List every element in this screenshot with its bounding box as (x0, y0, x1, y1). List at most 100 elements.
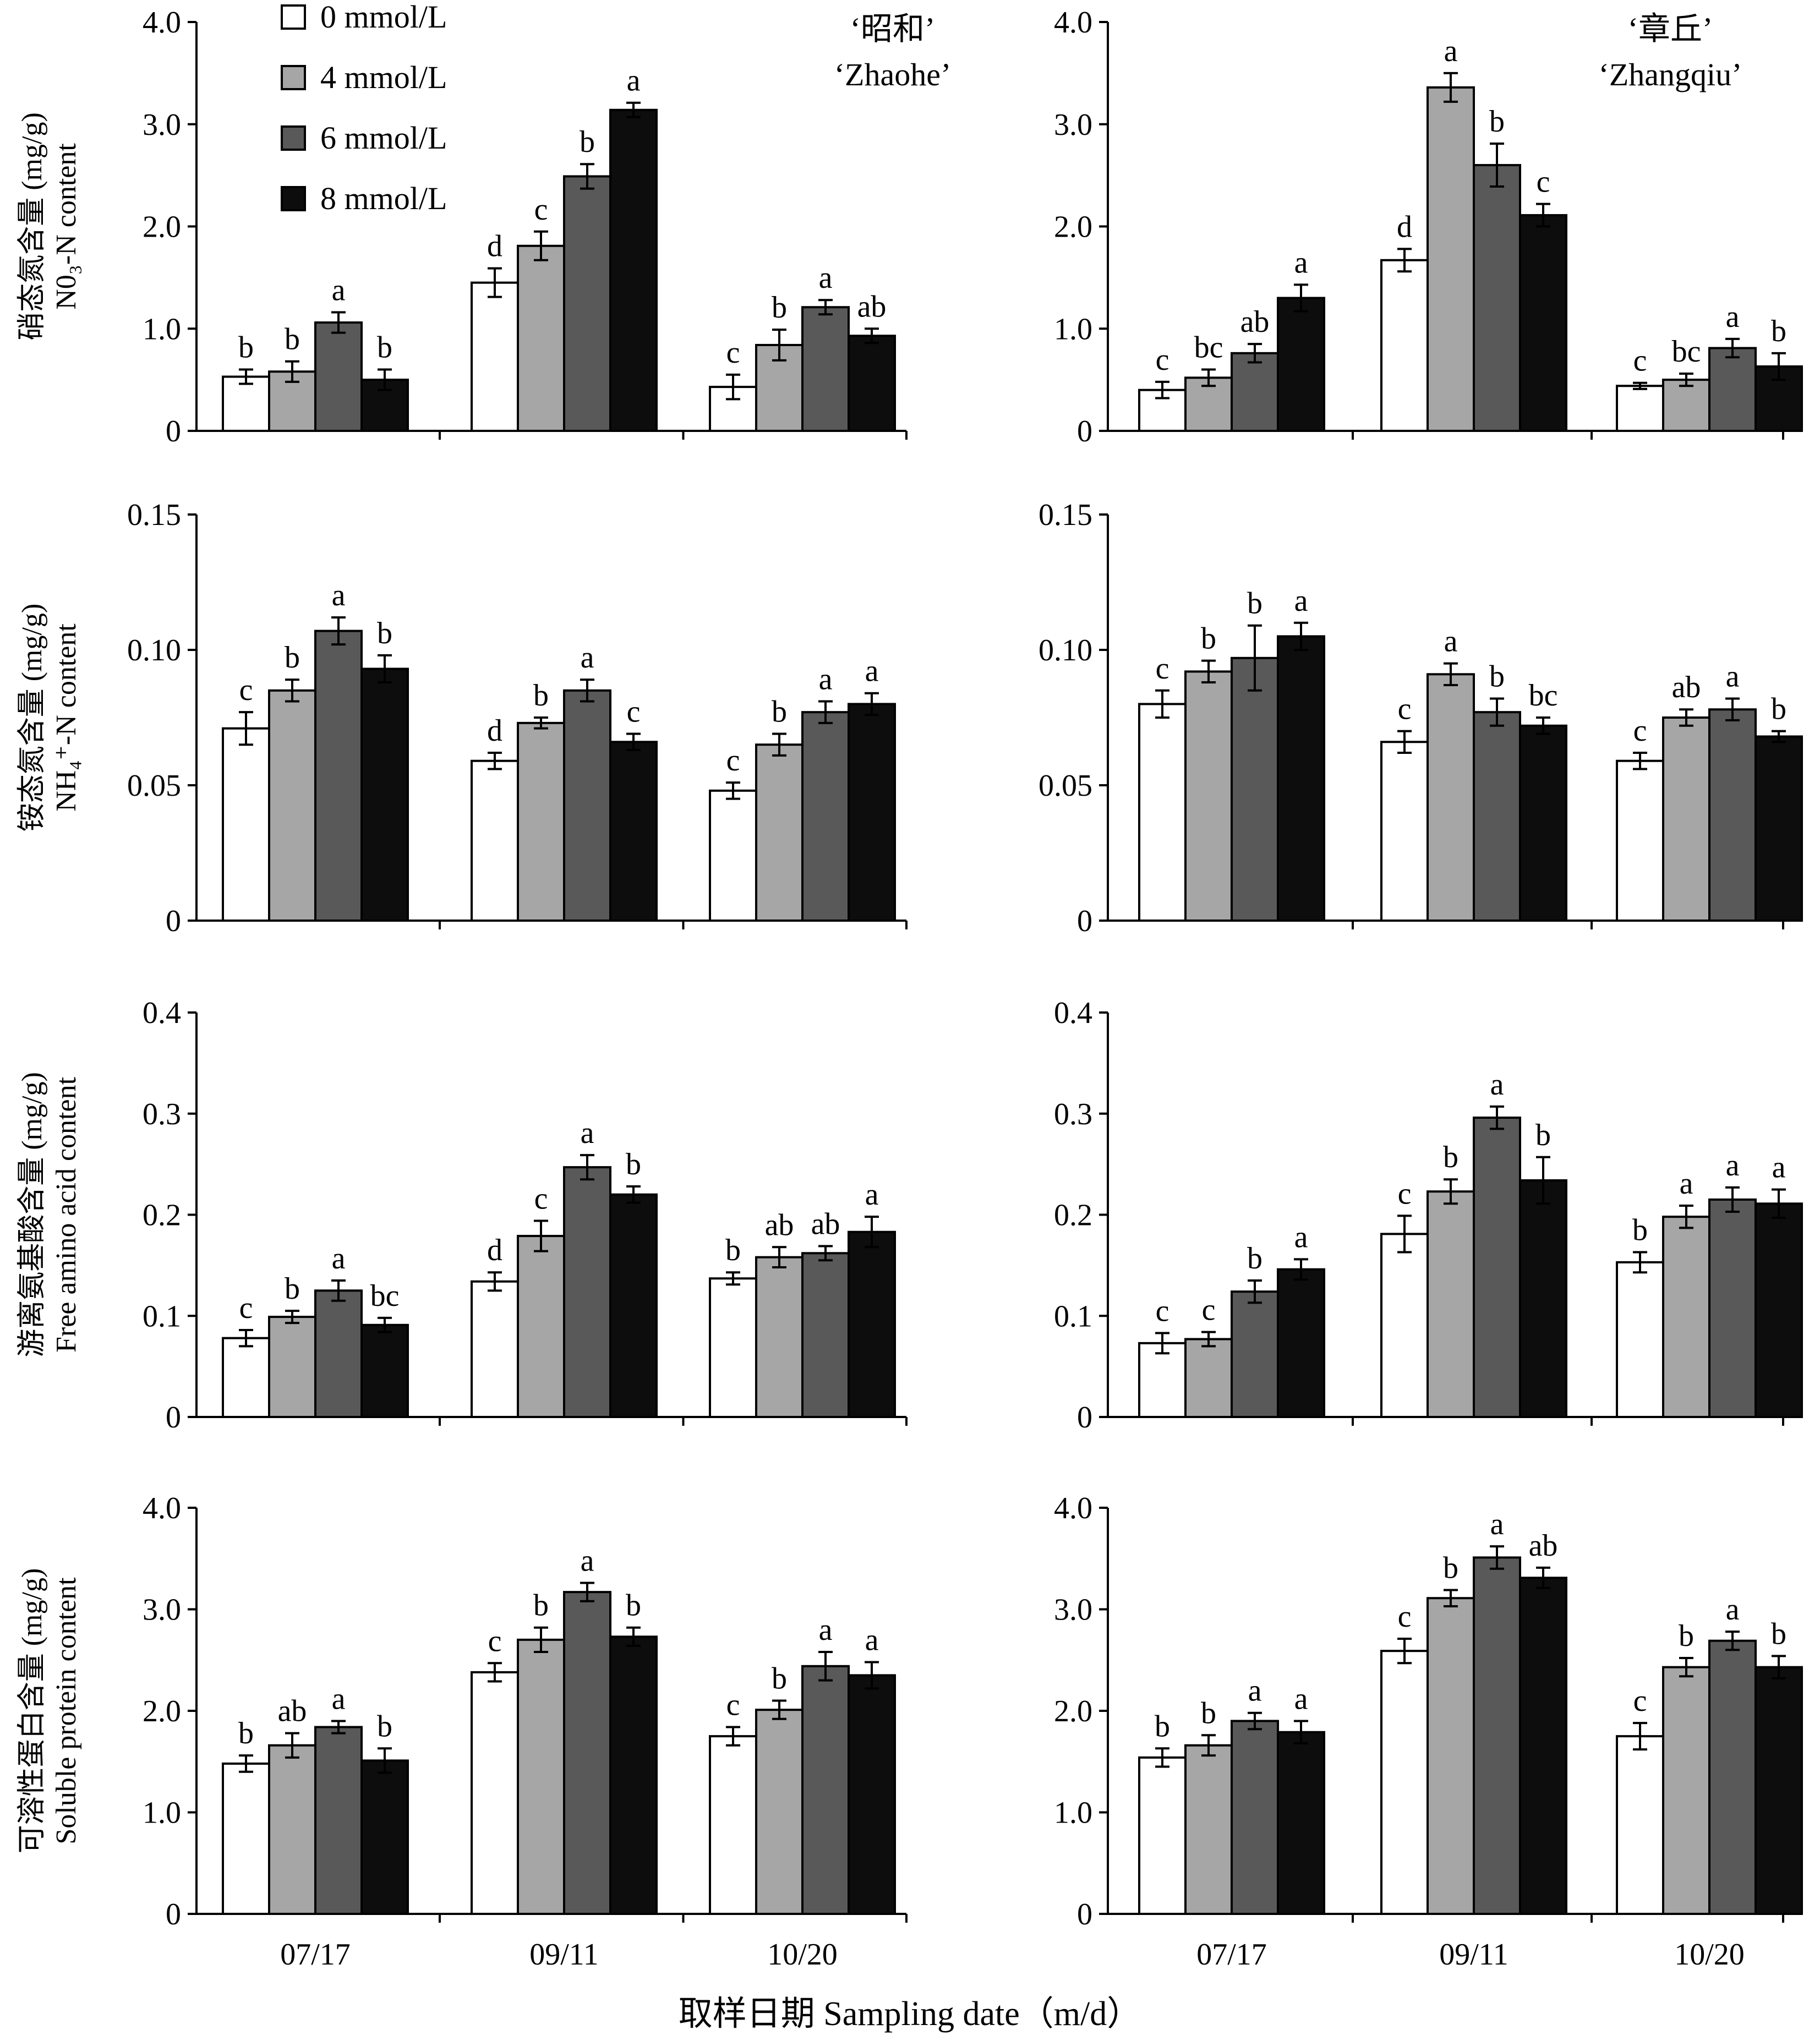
bar (1184, 670, 1233, 922)
bar (1277, 1268, 1325, 1419)
bar (848, 1230, 896, 1419)
significance-letter: b (626, 1147, 641, 1181)
significance-letter: b (1247, 1241, 1262, 1276)
bar (755, 743, 804, 922)
bar (471, 281, 519, 432)
significance-letter: b (377, 331, 392, 365)
significance-letter: c (1398, 1177, 1412, 1211)
significance-letter: a (581, 1116, 594, 1150)
significance-letter: b (772, 695, 787, 729)
bar (1519, 1577, 1567, 1915)
bar (1380, 259, 1429, 432)
bar (268, 1316, 316, 1418)
bar (709, 1277, 757, 1418)
significance-letter: c (1398, 1600, 1412, 1634)
x-tick-label: 09/11 (1439, 1938, 1508, 1972)
significance-letter: b (1247, 587, 1262, 621)
bar (1231, 1720, 1279, 1915)
significance-letter: b (238, 331, 254, 365)
y-tick-label: 2.0 (1054, 1694, 1092, 1728)
significance-letter: a (1680, 1167, 1693, 1201)
significance-letter: a (1444, 34, 1458, 68)
y-tick-label: 0 (1077, 414, 1092, 448)
y-tick-label: 0.4 (143, 996, 181, 1030)
significance-letter: a (1726, 300, 1740, 334)
significance-letter: b (1535, 1118, 1551, 1152)
bar (1662, 1666, 1710, 1916)
x-tick-label: 07/17 (280, 1938, 351, 1972)
bar (1662, 716, 1710, 922)
bar (471, 1671, 519, 1915)
bar (1380, 741, 1429, 922)
bar (1755, 1666, 1803, 1916)
significance-letter: bc (370, 1279, 400, 1313)
bar (563, 689, 611, 922)
significance-letter: c (1633, 714, 1647, 748)
y-tick-label: 0.1 (1054, 1299, 1092, 1333)
bar (609, 1193, 658, 1418)
bar (1519, 214, 1567, 432)
significance-letter: a (1444, 625, 1458, 659)
bar (563, 175, 611, 432)
significance-letter: b (772, 1662, 787, 1696)
x-axis-title: 取样日期 Sampling date（m/d） (679, 1995, 1141, 2033)
bar (1708, 1639, 1757, 1916)
significance-letter: ab (857, 289, 887, 324)
significance-letter: a (1490, 1507, 1504, 1541)
significance-letter: b (533, 1589, 549, 1623)
y-tick-label: 3.0 (143, 108, 181, 142)
significance-letter: c (726, 336, 740, 370)
bar (222, 727, 270, 922)
bar (517, 1638, 565, 1916)
significance-letter: ab (1240, 305, 1270, 339)
significance-letter: ab (278, 1694, 307, 1728)
bar (848, 335, 896, 432)
y-tick-label: 0.05 (1039, 769, 1092, 803)
significance-letter: a (1772, 1151, 1786, 1185)
significance-letter: a (332, 273, 346, 308)
bar (1231, 656, 1279, 922)
bar (801, 711, 850, 922)
significance-letter: b (1771, 314, 1786, 348)
significance-letter: d (487, 229, 502, 264)
y-tick-label: 0 (166, 1897, 181, 1931)
legend-swatch-0 (281, 4, 306, 30)
significance-letter: a (865, 654, 879, 688)
bar (1427, 1597, 1475, 1916)
significance-letter: c (1398, 692, 1412, 726)
significance-letter: a (1294, 245, 1308, 280)
variety-label-zhangqiu-cn: ‘章丘’ (1628, 11, 1713, 47)
y-tick-label: 0.3 (1054, 1097, 1092, 1131)
significance-letter: c (1156, 652, 1169, 686)
bar (709, 1735, 757, 1915)
legend-label-2: 6 mmol/L (320, 120, 447, 156)
x-tick-label: 10/20 (1674, 1938, 1745, 1972)
y-tick-label: 0 (166, 1400, 181, 1435)
y-tick-label: 0 (166, 414, 181, 448)
significance-letter: c (1537, 165, 1550, 199)
x-tick-label: 10/20 (767, 1938, 838, 1972)
bar (1662, 379, 1710, 432)
y-axis-title-cn: 铵态氮含量 (mg/g) (17, 604, 48, 832)
bar (609, 741, 658, 922)
bar (1138, 1342, 1187, 1419)
bar (848, 703, 896, 922)
bar (360, 667, 409, 922)
significance-letter: b (1201, 1696, 1216, 1730)
bar (1708, 1198, 1757, 1418)
y-tick-label: 3.0 (1054, 108, 1092, 142)
y-tick-label: 4.0 (143, 1491, 181, 1525)
significance-letter: b (238, 1716, 254, 1750)
bar (360, 1759, 409, 1916)
significance-letter: ab (765, 1208, 794, 1242)
significance-letter: b (580, 125, 595, 159)
significance-letter: b (1679, 1619, 1694, 1653)
bar (1473, 1117, 1521, 1418)
bar (1277, 297, 1325, 433)
y-tick-label: 0 (166, 904, 181, 938)
bar (1427, 86, 1475, 432)
significance-letter: a (332, 1241, 346, 1276)
y-tick-label: 1.0 (143, 1796, 181, 1830)
bar (1616, 1735, 1664, 1915)
y-tick-label: 3.0 (1054, 1593, 1092, 1627)
